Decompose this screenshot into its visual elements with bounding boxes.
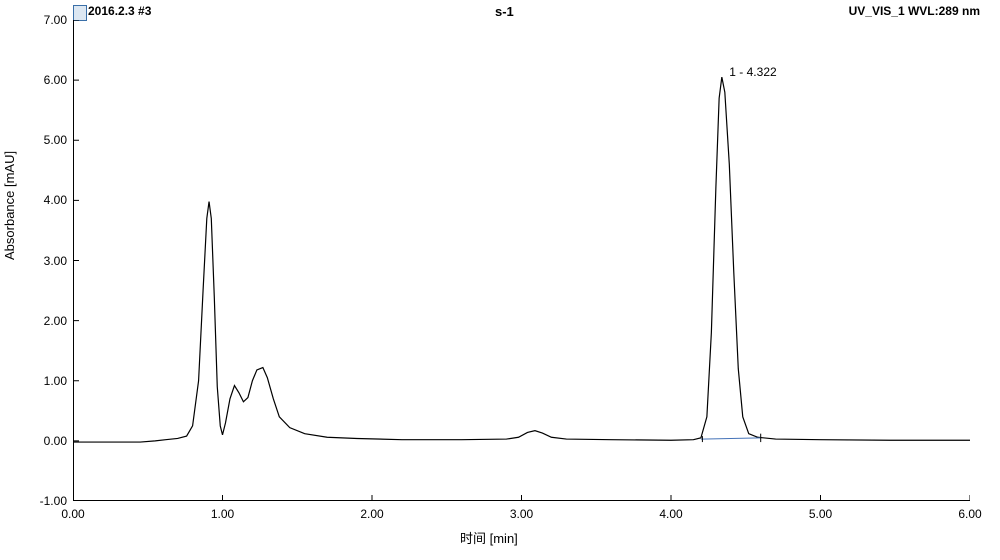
x-tick-label: 3.00 [502,507,542,521]
header-center: s-1 [495,4,514,19]
x-tick-label: 1.00 [203,507,243,521]
doc-icon [73,5,87,21]
x-tick-label: 0.00 [53,507,93,521]
y-tick-label: 4.00 [27,193,67,207]
chromatogram-svg [73,20,970,501]
x-tick-label: 2.00 [352,507,392,521]
y-tick-label: 7.00 [27,13,67,27]
y-tick-label: -1.00 [27,494,67,508]
x-tick-label: 5.00 [801,507,841,521]
x-tick-label: 4.00 [651,507,691,521]
y-tick-label: 5.00 [27,133,67,147]
y-tick-label: 2.00 [27,314,67,328]
y-tick-label: 1.00 [27,374,67,388]
y-axis-label: Absorbance [mAU] [2,151,17,260]
chromatogram-panel: 2016.2.3 #3 s-1 UV_VIS_1 WVL:289 nm Abso… [0,0,1000,560]
x-tick-label: 6.00 [950,507,990,521]
peak-annotation: 1 - 4.322 [729,65,776,79]
y-tick-label: 3.00 [27,254,67,268]
header-right: UV_VIS_1 WVL:289 nm [849,4,980,18]
header-left: 2016.2.3 #3 [88,4,151,18]
x-axis-label: 时间 [min] [460,528,518,547]
y-tick-label: 6.00 [27,73,67,87]
y-tick-label: 0.00 [27,434,67,448]
